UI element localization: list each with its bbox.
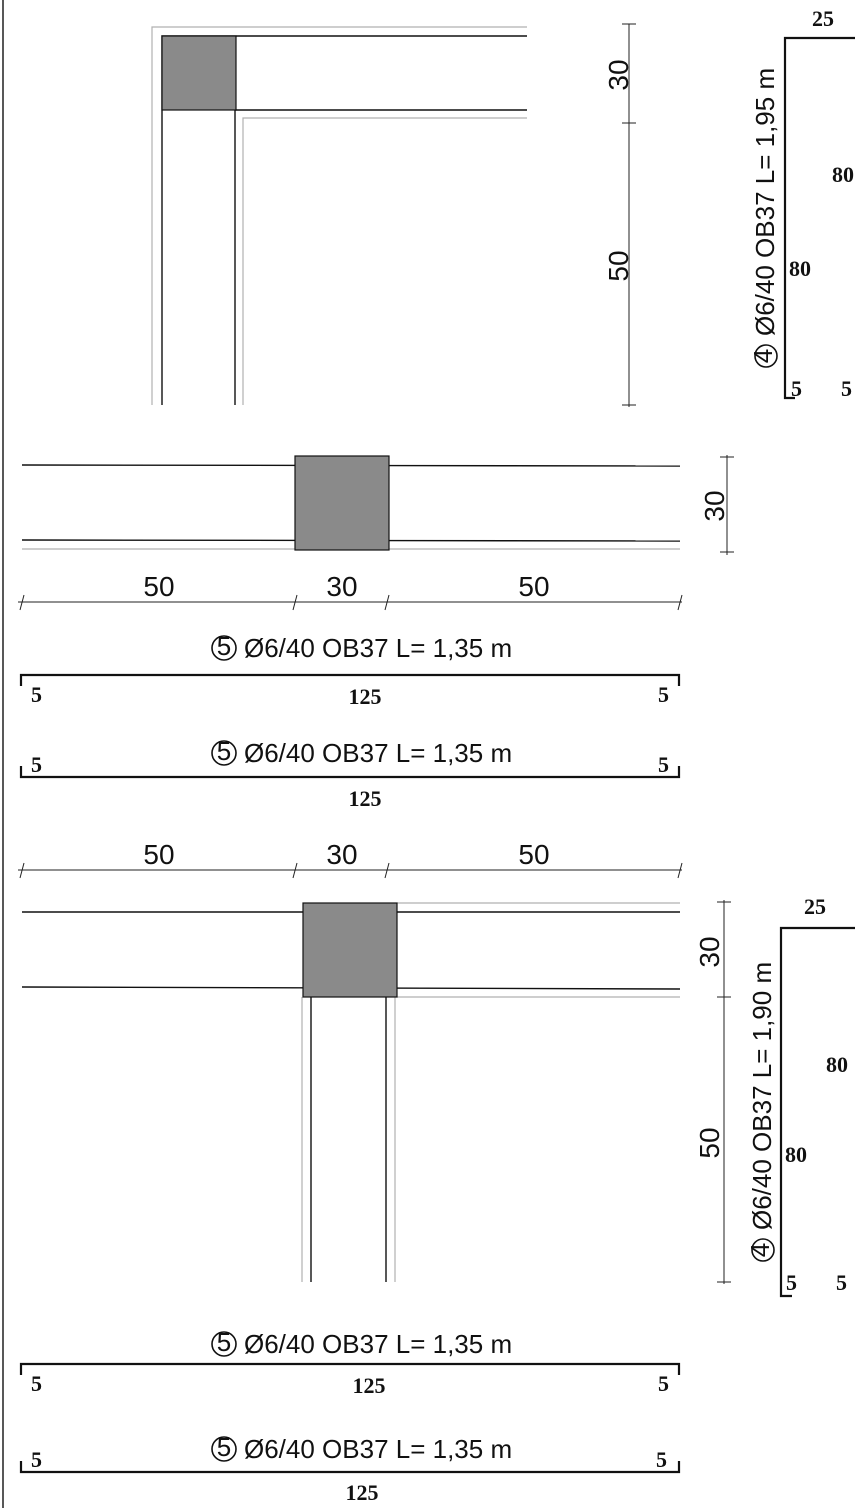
dim-tick [677, 862, 683, 879]
bar-hook-left: 5 [31, 1371, 42, 1396]
bar-shape [19, 673, 681, 686]
bar-length: 125 [349, 684, 382, 709]
straight-beam [21, 455, 681, 551]
dim-tick [677, 594, 683, 611]
dim-label-30: 30 [326, 571, 357, 602]
mark-circle [754, 344, 778, 368]
horizontal-dimension-2: 50 30 50 [18, 571, 683, 611]
dim-tick [19, 862, 25, 879]
mark-number: 5 [217, 1327, 231, 1357]
dim-tick [292, 594, 298, 611]
bar-detail-3b: 5 Ø6/40 OB37 L= 1,35 m 5 125 5 [19, 1432, 681, 1505]
stirrup-spec: Ø6/40 OB37 L= 1,95 m [750, 68, 780, 336]
bar-spec: Ø6/40 OB37 L= 1,35 m [244, 738, 512, 768]
bar-length: 125 [349, 786, 382, 811]
stirrup-right-length: 80 [832, 162, 854, 187]
bar-spec: Ø6/40 OB37 L= 1,35 m [244, 1434, 512, 1464]
stirrup-spec: Ø6/40 OB37 L= 1,90 m [747, 962, 777, 1230]
t-joint [21, 902, 681, 1282]
column-section [294, 455, 390, 551]
dim-tick [292, 862, 298, 879]
dim-label-50-left: 50 [143, 571, 174, 602]
dim-label-50: 50 [694, 1127, 725, 1158]
dim-label-50-right: 50 [518, 571, 549, 602]
mark-circle [211, 740, 237, 766]
bar-spec: Ø6/40 OB37 L= 1,35 m [244, 1329, 512, 1359]
mark-number: 4 [748, 349, 778, 363]
bar-spec: Ø6/40 OB37 L= 1,35 m [244, 633, 512, 663]
mark-circle [211, 1331, 237, 1357]
vertical-dimension-1: 30 50 [603, 23, 636, 407]
stirrup-shape [779, 926, 855, 1298]
bar-hook-right: 5 [658, 1371, 669, 1396]
vertical-dimension-3: 30 50 [694, 900, 731, 1284]
stirrup-right-length: 80 [826, 1052, 848, 1077]
dim-tick [384, 862, 390, 879]
dim-tick [384, 594, 390, 611]
column-section [302, 902, 398, 998]
stirrup-foot-right: 5 [836, 1270, 847, 1295]
dim-label-30: 30 [694, 936, 725, 967]
stirrup-foot-left: 5 [786, 1270, 797, 1295]
beam-inner-edge [234, 109, 527, 405]
bar-hook-right: 5 [658, 752, 669, 777]
bar-hook-right: 5 [658, 682, 669, 707]
mark-number: 4 [745, 1243, 775, 1257]
stirrup-left-length: 80 [785, 1142, 807, 1167]
stirrup-foot-left: 5 [791, 376, 802, 401]
stirrup-top-length: 25 [812, 6, 834, 31]
bar-detail-2a: 5 Ø6/40 OB37 L= 1,35 m 5 125 5 [19, 631, 681, 709]
bar-hook-left: 5 [31, 682, 42, 707]
outer-offset-line [151, 26, 527, 405]
dim-label-50-left: 50 [143, 839, 174, 870]
bar-shape [19, 1362, 681, 1375]
mark-circle [751, 1238, 775, 1262]
stirrup-top-length: 25 [804, 894, 826, 919]
dim-label-50: 50 [603, 250, 634, 281]
bar-shape [19, 766, 681, 779]
bar-detail-3a: 5 Ø6/40 OB37 L= 1,35 m 5 125 5 [19, 1327, 681, 1398]
stirrup-detail-1: 25 80 80 5 5 4 Ø6/40 OB37 L= 1,95 m [748, 6, 855, 401]
mark-number: 5 [217, 631, 231, 661]
dim-label-30: 30 [699, 490, 730, 521]
dim-tick [19, 594, 25, 611]
corner-joint [151, 26, 527, 405]
bar-shape [19, 1461, 681, 1474]
bar-length: 125 [353, 1373, 386, 1398]
mark-circle [211, 635, 237, 661]
mark-number: 5 [217, 1432, 231, 1462]
stirrup-foot-right: 5 [841, 376, 852, 401]
dim-label-50-right: 50 [518, 839, 549, 870]
stirrup-shape [783, 36, 855, 400]
bar-hook-left: 5 [31, 752, 42, 777]
stirrup-detail-3: 25 80 80 5 5 4 Ø6/40 OB37 L= 1,90 m [745, 894, 855, 1298]
bar-hook-right: 5 [656, 1447, 667, 1472]
dim-label-30: 30 [603, 59, 634, 90]
column-section [161, 35, 237, 111]
mark-number: 5 [217, 736, 231, 766]
inner-offset-line [242, 117, 527, 405]
mark-circle [211, 1436, 237, 1462]
vertical-dimension-2: 30 [699, 455, 734, 555]
bar-detail-2b: 5 Ø6/40 OB37 L= 1,35 m 5 125 5 [19, 736, 681, 811]
horizontal-dimension-3: 50 30 50 [18, 839, 683, 879]
dim-label-30: 30 [326, 839, 357, 870]
bar-length: 125 [346, 1480, 379, 1505]
bar-hook-left: 5 [31, 1447, 42, 1472]
stirrup-left-length: 80 [789, 256, 811, 281]
